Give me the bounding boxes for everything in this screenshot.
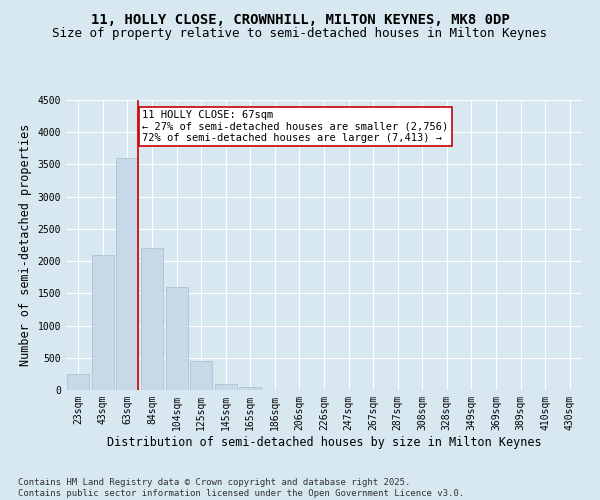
X-axis label: Distribution of semi-detached houses by size in Milton Keynes: Distribution of semi-detached houses by …	[107, 436, 541, 448]
Text: Size of property relative to semi-detached houses in Milton Keynes: Size of property relative to semi-detach…	[53, 28, 548, 40]
Text: Contains HM Land Registry data © Crown copyright and database right 2025.
Contai: Contains HM Land Registry data © Crown c…	[18, 478, 464, 498]
Text: 11, HOLLY CLOSE, CROWNHILL, MILTON KEYNES, MK8 0DP: 11, HOLLY CLOSE, CROWNHILL, MILTON KEYNE…	[91, 12, 509, 26]
Bar	[141, 248, 163, 390]
Bar	[166, 287, 188, 390]
Bar	[190, 361, 212, 390]
Bar	[239, 387, 262, 390]
Y-axis label: Number of semi-detached properties: Number of semi-detached properties	[19, 124, 32, 366]
Bar	[116, 158, 139, 390]
Text: 11 HOLLY CLOSE: 67sqm
← 27% of semi-detached houses are smaller (2,756)
72% of s: 11 HOLLY CLOSE: 67sqm ← 27% of semi-deta…	[142, 110, 448, 143]
Bar	[215, 384, 237, 390]
Bar	[67, 374, 89, 390]
Bar	[92, 254, 114, 390]
